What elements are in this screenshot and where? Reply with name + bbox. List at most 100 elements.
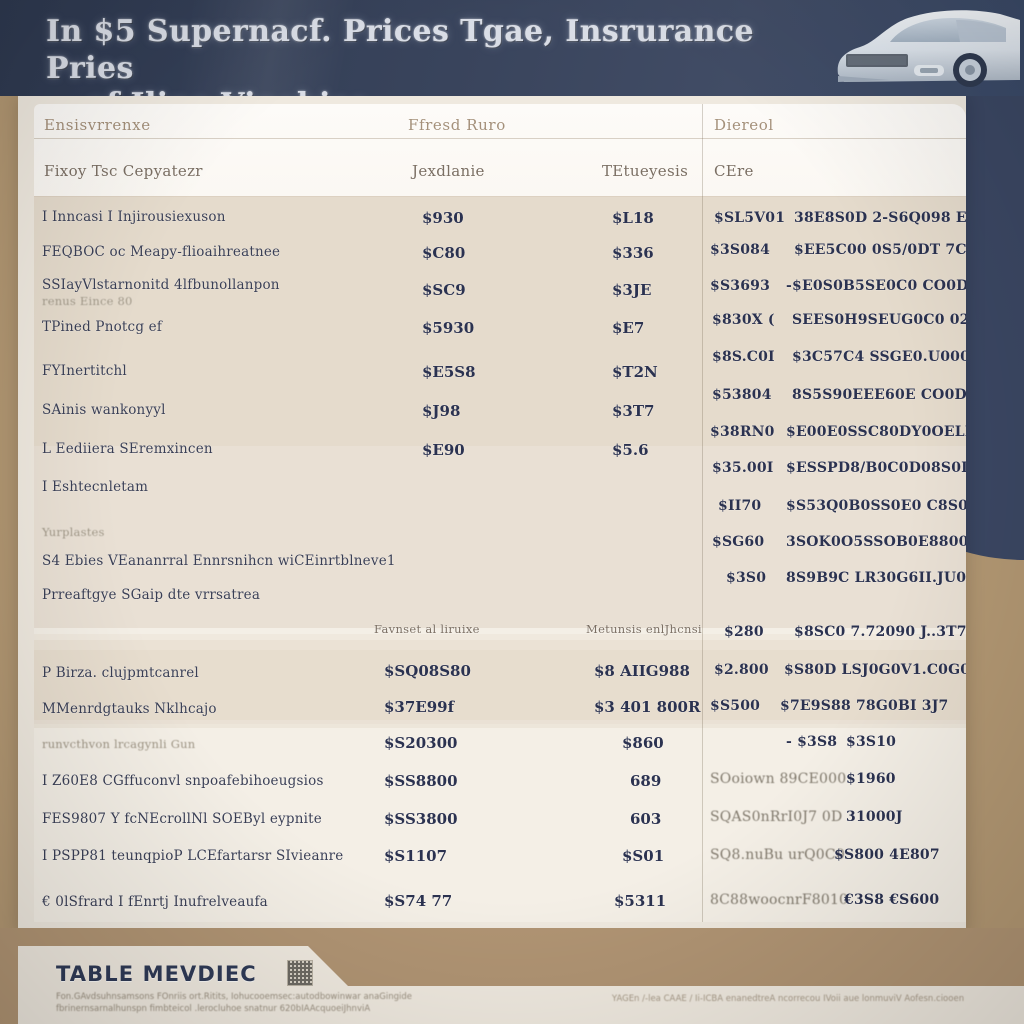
right-value-b: $S53Q0B0SS0E0 C8S00 [786,498,966,514]
right-value-a: $S3693 [710,278,771,294]
row-value-c1: $930 [422,209,464,227]
row-value-c2: $E7 [612,319,645,337]
mid-sub-header-1: Favnset al liruixe [374,622,480,636]
right-value-a: - $3S8 [786,734,838,750]
right-value-a: $3S084 [710,242,771,258]
row-value-c1: $S1107 [384,847,448,865]
row-value-c2: $860 [622,734,664,752]
row-label: Prreaftgye SGaip dte vrrsatrea [42,587,261,603]
row-value-c2: $3 401 800R [594,698,701,716]
right-value-b: 38E8S0D 2-S6Q098 E9660 [794,210,966,226]
right-value-a: $2.800 [714,662,769,678]
right-value-b: SEES0H9SEUG0C0 0203 [792,312,966,328]
row-label: SAinis wankonyyl [42,402,166,418]
right-value-a: $S500 [710,698,761,714]
right-value-a: $SL5V01 [714,210,786,226]
row-band-3 [34,628,966,724]
row-band-5 [34,650,966,728]
mid-sub-header-2: Metunsis enlJhcnsi [586,622,702,636]
row-value-c2: $3JE [612,281,652,299]
right-value-b: $S800 4E807 [834,847,940,863]
right-value-b: 8S5S90EEE60E CO0D9 [792,387,966,403]
right-value-b: 3SOK0O5SSOB0E8800 [786,534,966,550]
car-sedan-illustration [837,10,1020,87]
right-value-b: $7E9S88 78G0BI 3J7 [780,698,949,714]
row-value-c2: $8 AIIG988 [594,662,690,680]
row-label: runvcthvon lrcagynli Gun [42,737,196,751]
row-label: I Eshtecnletam [42,479,149,495]
group-header-1: Ensisvrrenxe [44,116,151,134]
row-label: SSIayVlstarnonitd 4lfbunollanpon [42,277,280,293]
row-band-4 [34,724,966,922]
row-value-c2: $T2N [612,363,658,381]
right-value-b: $8SC0 7.72090 J..3T7 [794,624,966,640]
right-value-b: $ESSPD8/B0C0D08S0D [786,460,966,476]
row-label: FYInertitchl [42,363,127,379]
row-value-c2: $336 [612,244,654,262]
row-value-c1: $C80 [422,244,466,262]
row-value-c2: $3T7 [612,402,655,420]
table-header-band [34,104,966,196]
right-value-b: 8S9B9C LR30G6II.JU0 [786,570,966,586]
page-header: In $5 Supernacf. Prices Tgae, Insrurance… [0,0,1024,96]
right-value-a: $830X ( [712,312,775,328]
sub-header-1: Fixoy Tsc Cepyatezr [44,162,203,180]
row-band-3b [34,634,966,724]
right-value-b: 31000J [846,809,903,825]
footer-note-right: YAGEn /-lea CAAE / Ii-ICBA enanedtreA nc… [611,994,965,1004]
row-value-c1: $S20300 [384,734,458,752]
row-value-c2: $5.6 [612,441,649,459]
row-value-c2: $5311 [614,892,667,910]
right-value-b: $1960 [846,771,896,787]
right-value-a: SQAS0nRrI0J7 0D [710,809,843,825]
row-label: TPined Pnotcg ef [42,319,163,335]
row-value-c2: $S01 [622,847,665,865]
row-value-c1: $37E99f [384,698,455,716]
column-divider [702,104,703,922]
row-label: I PSPP81 teunqpioP LCEfartarsr SIvieanre [42,848,344,864]
footer-badge-label: TABLE MEVDIEC [56,962,257,986]
right-value-a: $II70 [718,498,762,514]
right-value-a: 8C88woocnrF8010 [710,892,849,908]
group-header-3: Diereol [714,116,774,134]
row-value-c2: 603 [630,810,662,828]
row-value-c1: $SC9 [422,281,466,299]
row-band-1 [34,196,966,446]
right-value-a: SOoiown 89CE000 [710,771,847,787]
row-value-c1: $SQ08S80 [384,662,471,680]
row-label: L Eediiera SEremxincen [42,441,213,457]
row-label: MMenrdgtauks Nklhcajo [42,701,217,717]
row-value-c2: 689 [630,772,662,790]
qr-code-icon[interactable] [287,960,313,986]
sub-header-3: TEtueyesis [602,162,689,180]
right-value-a: $SG60 [712,534,765,550]
row-label: P Birza. clujpmtcanrel [42,665,199,681]
row-label: I Z60E8 CGffuconvl snpoafebihoeugsios [42,773,324,789]
right-value-a: $53804 [712,387,772,403]
row-value-c1: $5930 [422,319,475,337]
page-title-line2: of Iline Vinchies [46,87,816,96]
sub-header-4: CEre [714,162,754,180]
right-value-b: $S80D LSJ0G0V1.C0G0 [784,662,966,678]
footer-note: Fon.GAvdsuhnsamsons FOnriis ort.Ritits, … [56,991,412,1015]
right-value-a: SQ8.nuBu urQ0C0 [710,847,845,863]
right-value-a: $38RN0 [710,424,775,440]
sub-header-2: Jexdlanie [412,162,485,180]
page-title-line1: In $5 Supernacf. Prices Tgae, Insrurance… [46,14,754,86]
row-label: Yurplastes [42,525,105,539]
row-label: FEQBOC oc Meapy-flioaihreatnee [42,244,281,260]
right-value-a: $8S.C0I [712,349,775,365]
row-value-c1: $SS8800 [384,772,458,790]
page-title: In $5 Supernacf. Prices Tgae, Insrurance… [46,14,816,96]
row-band-2 [34,446,966,628]
header-sheen [0,0,615,96]
row-value-c1: $SS3800 [384,810,458,828]
right-value-b: $E00E0SSC80DY0OELN [786,424,966,440]
row-label: € 0lSfrard I fEnrtj Inufrelveaufa [42,894,268,910]
row-label: I Inncasi I Injirousiexuson [42,209,226,225]
row-value-c1: $E90 [422,441,465,459]
row-band-3c [34,640,966,720]
row-label: S4 Ebies VEananrral Ennrsnihcn wiCEinrtb… [42,553,396,569]
group-header-2: Ffresd Ruro [408,116,506,134]
row-label: FES9807 Y fcNEcrollNl SOEByl eypnite [42,811,322,827]
